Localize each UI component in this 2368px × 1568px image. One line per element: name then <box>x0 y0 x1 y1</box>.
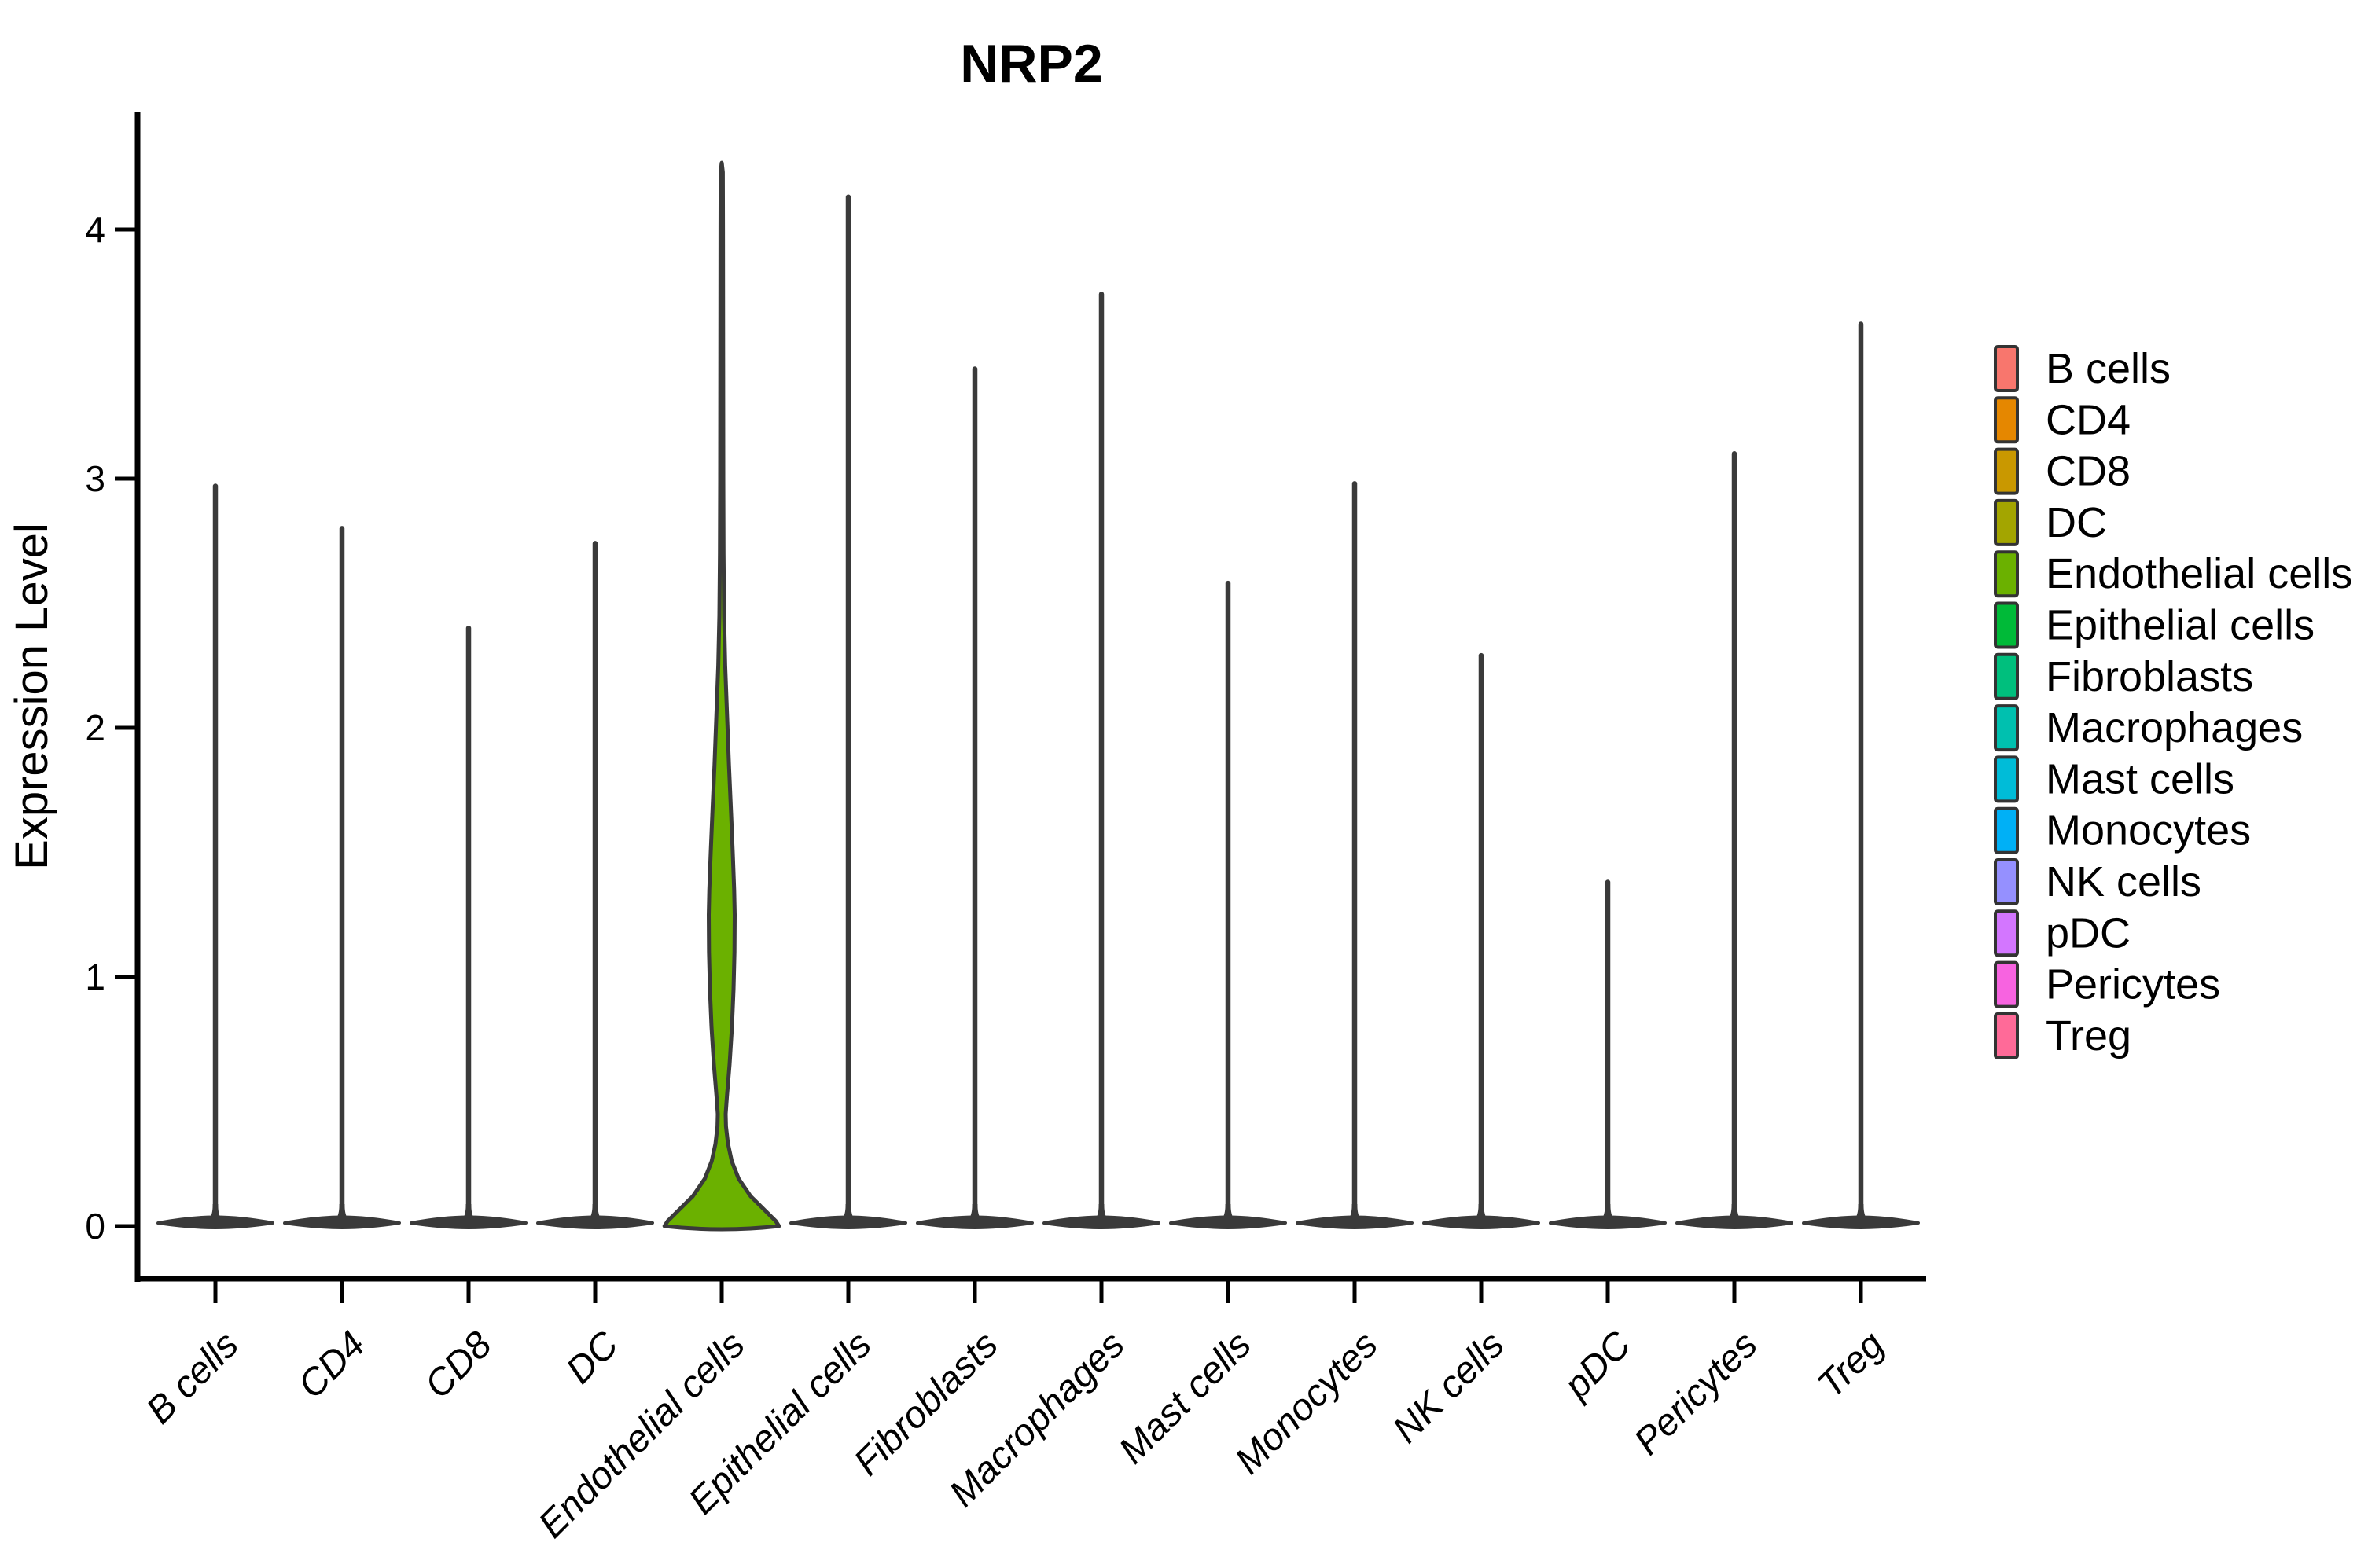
legend-label-pdc: pDC <box>2046 909 2131 957</box>
legend-swatch-nk-cells <box>1994 858 2019 905</box>
violins <box>156 160 1920 1232</box>
violin-mast-cells-foot <box>1218 1204 1238 1222</box>
legend-item-mast-cells: Mast cells <box>1994 755 2234 803</box>
legend-item-cd4: CD4 <box>1994 396 2131 444</box>
violin-cd8-foot <box>458 1204 479 1222</box>
legend-item-pericytes: Pericytes <box>1994 960 2220 1008</box>
x-tick-label-treg: Treg <box>1810 1324 1892 1406</box>
violin-cd4-base <box>283 1215 401 1229</box>
y-tick-label-1: 1 <box>85 957 105 997</box>
legend-swatch-cd8 <box>1994 447 2019 495</box>
legend-label-fibroblasts: Fibroblasts <box>2046 653 2253 700</box>
legend-swatch-epithelial-cells <box>1994 601 2019 649</box>
legend-swatch-treg <box>1994 1012 2019 1059</box>
legend-label-treg: Treg <box>2046 1012 2131 1059</box>
violin-fibroblasts-foot <box>965 1204 985 1222</box>
legend-item-treg: Treg <box>1994 1012 2131 1059</box>
legend-item-b-cells: B cells <box>1994 345 2171 392</box>
y-tick-label-0: 0 <box>85 1206 105 1247</box>
violin-monocytes-foot <box>1344 1204 1365 1222</box>
legend-item-cd8: CD8 <box>1994 447 2131 495</box>
x-tick-label-b-cells: B cells <box>138 1324 246 1431</box>
y-axis-title: Expression Level <box>6 523 57 870</box>
violin-macrophages-foot <box>1091 1204 1112 1222</box>
x-tick-label-cd4: CD4 <box>290 1324 373 1406</box>
legend-swatch-macrophages <box>1994 704 2019 752</box>
legend-label-cd4: CD4 <box>2046 396 2131 443</box>
violin-mast-cells-base <box>1169 1215 1287 1229</box>
legend-item-dc: DC <box>1994 498 2107 546</box>
violin-pdc-base <box>1549 1215 1667 1229</box>
violin-pdc-foot <box>1598 1204 1618 1222</box>
legend-label-cd8: CD8 <box>2046 448 2131 495</box>
x-tick-label-nk-cells: NK cells <box>1385 1324 1513 1451</box>
legend-label-dc: DC <box>2046 499 2107 546</box>
legend-label-mast-cells: Mast cells <box>2046 755 2234 802</box>
violin-dc-foot <box>585 1204 605 1222</box>
violin-treg-foot <box>1851 1204 1871 1222</box>
y-tick-label-4: 4 <box>85 209 105 250</box>
legend-label-endothelial-cells: Endothelial cells <box>2046 550 2352 597</box>
legend-swatch-pericytes <box>1994 960 2019 1008</box>
y-tick-label-3: 3 <box>85 458 105 499</box>
legend-item-monocytes: Monocytes <box>1994 806 2251 854</box>
violin-pericytes-foot <box>1724 1204 1745 1222</box>
violin-cd8-base <box>410 1215 528 1229</box>
legend-swatch-b-cells <box>1994 345 2019 392</box>
violin-epithelial-cells-base <box>789 1215 907 1229</box>
legend-item-nk-cells: NK cells <box>1994 858 2201 905</box>
legend-label-macrophages: Macrophages <box>2046 704 2303 751</box>
violin-macrophages-base <box>1042 1215 1160 1229</box>
violin-nk-cells-base <box>1422 1215 1540 1229</box>
violin-dc-base <box>536 1215 654 1229</box>
x-tick-label-cd8: CD8 <box>417 1324 500 1407</box>
legend-label-b-cells: B cells <box>2046 345 2171 392</box>
violin-epithelial-cells-foot <box>838 1204 859 1222</box>
legend-swatch-cd4 <box>1994 396 2019 444</box>
legend-label-epithelial-cells: Epithelial cells <box>2046 602 2315 649</box>
legend-swatch-monocytes <box>1994 806 2019 854</box>
violin-monocytes-base <box>1296 1215 1414 1229</box>
legend-item-endothelial-cells: Endothelial cells <box>1994 550 2352 598</box>
plot-title: NRP2 <box>960 34 1102 94</box>
violin-nk-cells-foot <box>1471 1204 1491 1222</box>
legend-item-fibroblasts: Fibroblasts <box>1994 652 2253 700</box>
y-axis-ticks: 0 1 2 3 4 <box>85 209 138 1247</box>
x-tick-label-dc: DC <box>558 1324 627 1392</box>
legend-swatch-dc <box>1994 498 2019 546</box>
violin-cd4-foot <box>332 1204 352 1222</box>
legend-item-epithelial-cells: Epithelial cells <box>1994 601 2315 649</box>
violin-endothelial-cells <box>662 160 781 1232</box>
violin-fibroblasts-base <box>916 1215 1034 1229</box>
x-tick-label-pdc: pDC <box>1555 1324 1639 1408</box>
legend-item-macrophages: Macrophages <box>1994 704 2303 752</box>
violin-pericytes-base <box>1675 1215 1793 1229</box>
legend-swatch-fibroblasts <box>1994 652 2019 700</box>
legend-label-monocytes: Monocytes <box>2046 807 2251 854</box>
violin-b-cells-foot <box>205 1204 226 1222</box>
legend-label-nk-cells: NK cells <box>2046 858 2201 905</box>
legend-label-pericytes: Pericytes <box>2046 961 2220 1008</box>
legend-swatch-endothelial-cells <box>1994 550 2019 598</box>
legend-item-pdc: pDC <box>1994 909 2131 957</box>
violin-b-cells-base <box>156 1215 274 1229</box>
legend-swatch-pdc <box>1994 909 2019 957</box>
violin-treg-base <box>1802 1215 1920 1229</box>
y-tick-label-2: 2 <box>85 707 105 748</box>
x-tick-label-pericytes: Pericytes <box>1627 1324 1766 1463</box>
legend-swatch-mast-cells <box>1994 755 2019 803</box>
